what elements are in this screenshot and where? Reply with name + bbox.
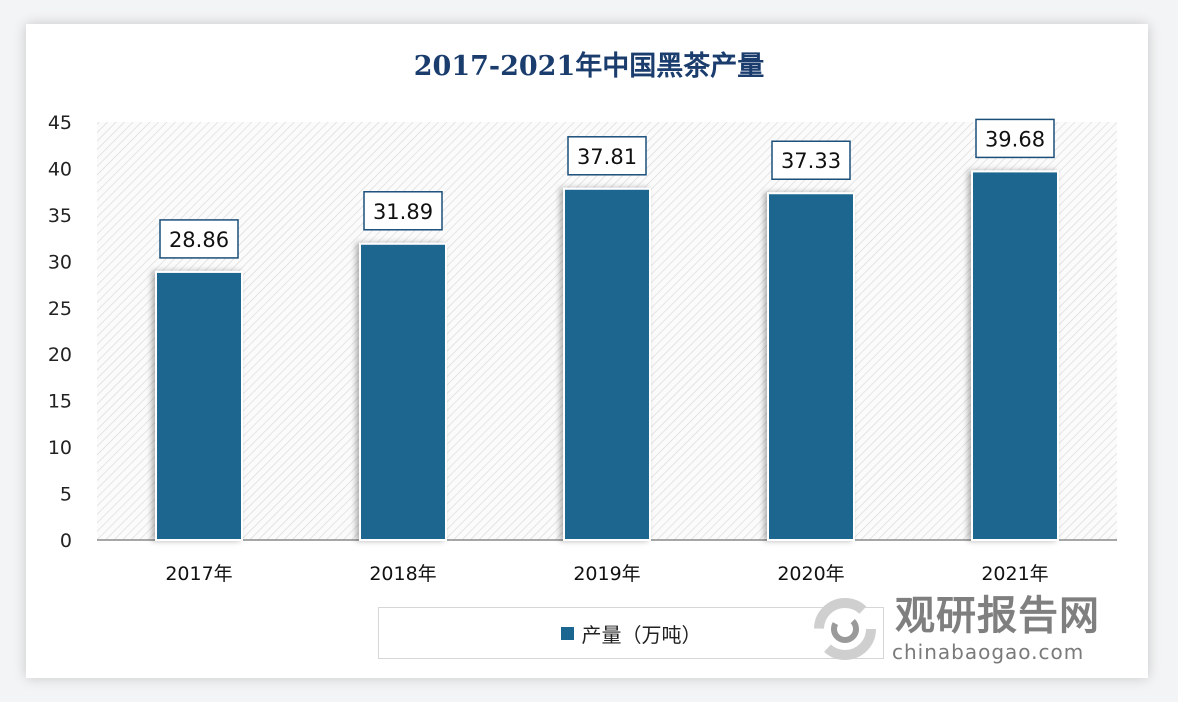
y-tick-label: 45	[48, 112, 72, 134]
chart-title: 2017-2021年中国黑茶产量	[413, 51, 765, 82]
data-label-box	[771, 140, 851, 180]
data-label: 31.89	[373, 200, 433, 224]
data-label-box	[975, 118, 1055, 159]
x-tick-label: 2018年	[369, 563, 436, 585]
y-tick-label: 0	[60, 530, 72, 552]
y-tick-label: 35	[48, 205, 72, 227]
x-tick-label: 2017年	[165, 563, 232, 585]
legend-label: 产量（万吨）	[581, 622, 702, 647]
x-tick-label: 2021年	[981, 563, 1048, 585]
y-tick-label: 25	[48, 298, 72, 320]
watermark-logo-icon	[814, 598, 876, 660]
x-tick-label: 2019年	[573, 563, 640, 585]
watermark-cn: 观研报告网	[895, 593, 1100, 639]
bar	[359, 242, 447, 541]
y-tick-label: 30	[48, 251, 72, 273]
bar	[563, 187, 651, 541]
legend-swatch	[560, 626, 574, 640]
legend: 产量（万吨）	[378, 607, 884, 659]
y-tick-label: 5	[60, 484, 72, 506]
y-tick-label: 20	[48, 344, 72, 366]
data-label-box	[567, 136, 647, 176]
bar	[971, 170, 1059, 541]
x-tick-label: 2020年	[777, 563, 844, 585]
data-label-box	[159, 219, 239, 259]
data-label-box	[363, 191, 443, 231]
y-tick-label: 15	[48, 391, 72, 413]
bar	[767, 192, 855, 541]
watermark-en: chinabaogao.com	[892, 640, 1085, 664]
y-tick-label: 40	[48, 158, 72, 180]
data-label: 37.33	[781, 149, 841, 173]
data-label: 39.68	[985, 127, 1045, 151]
data-label: 28.86	[169, 228, 229, 252]
data-label: 37.81	[577, 145, 637, 169]
y-tick-label: 10	[48, 437, 72, 459]
bar	[155, 270, 243, 541]
